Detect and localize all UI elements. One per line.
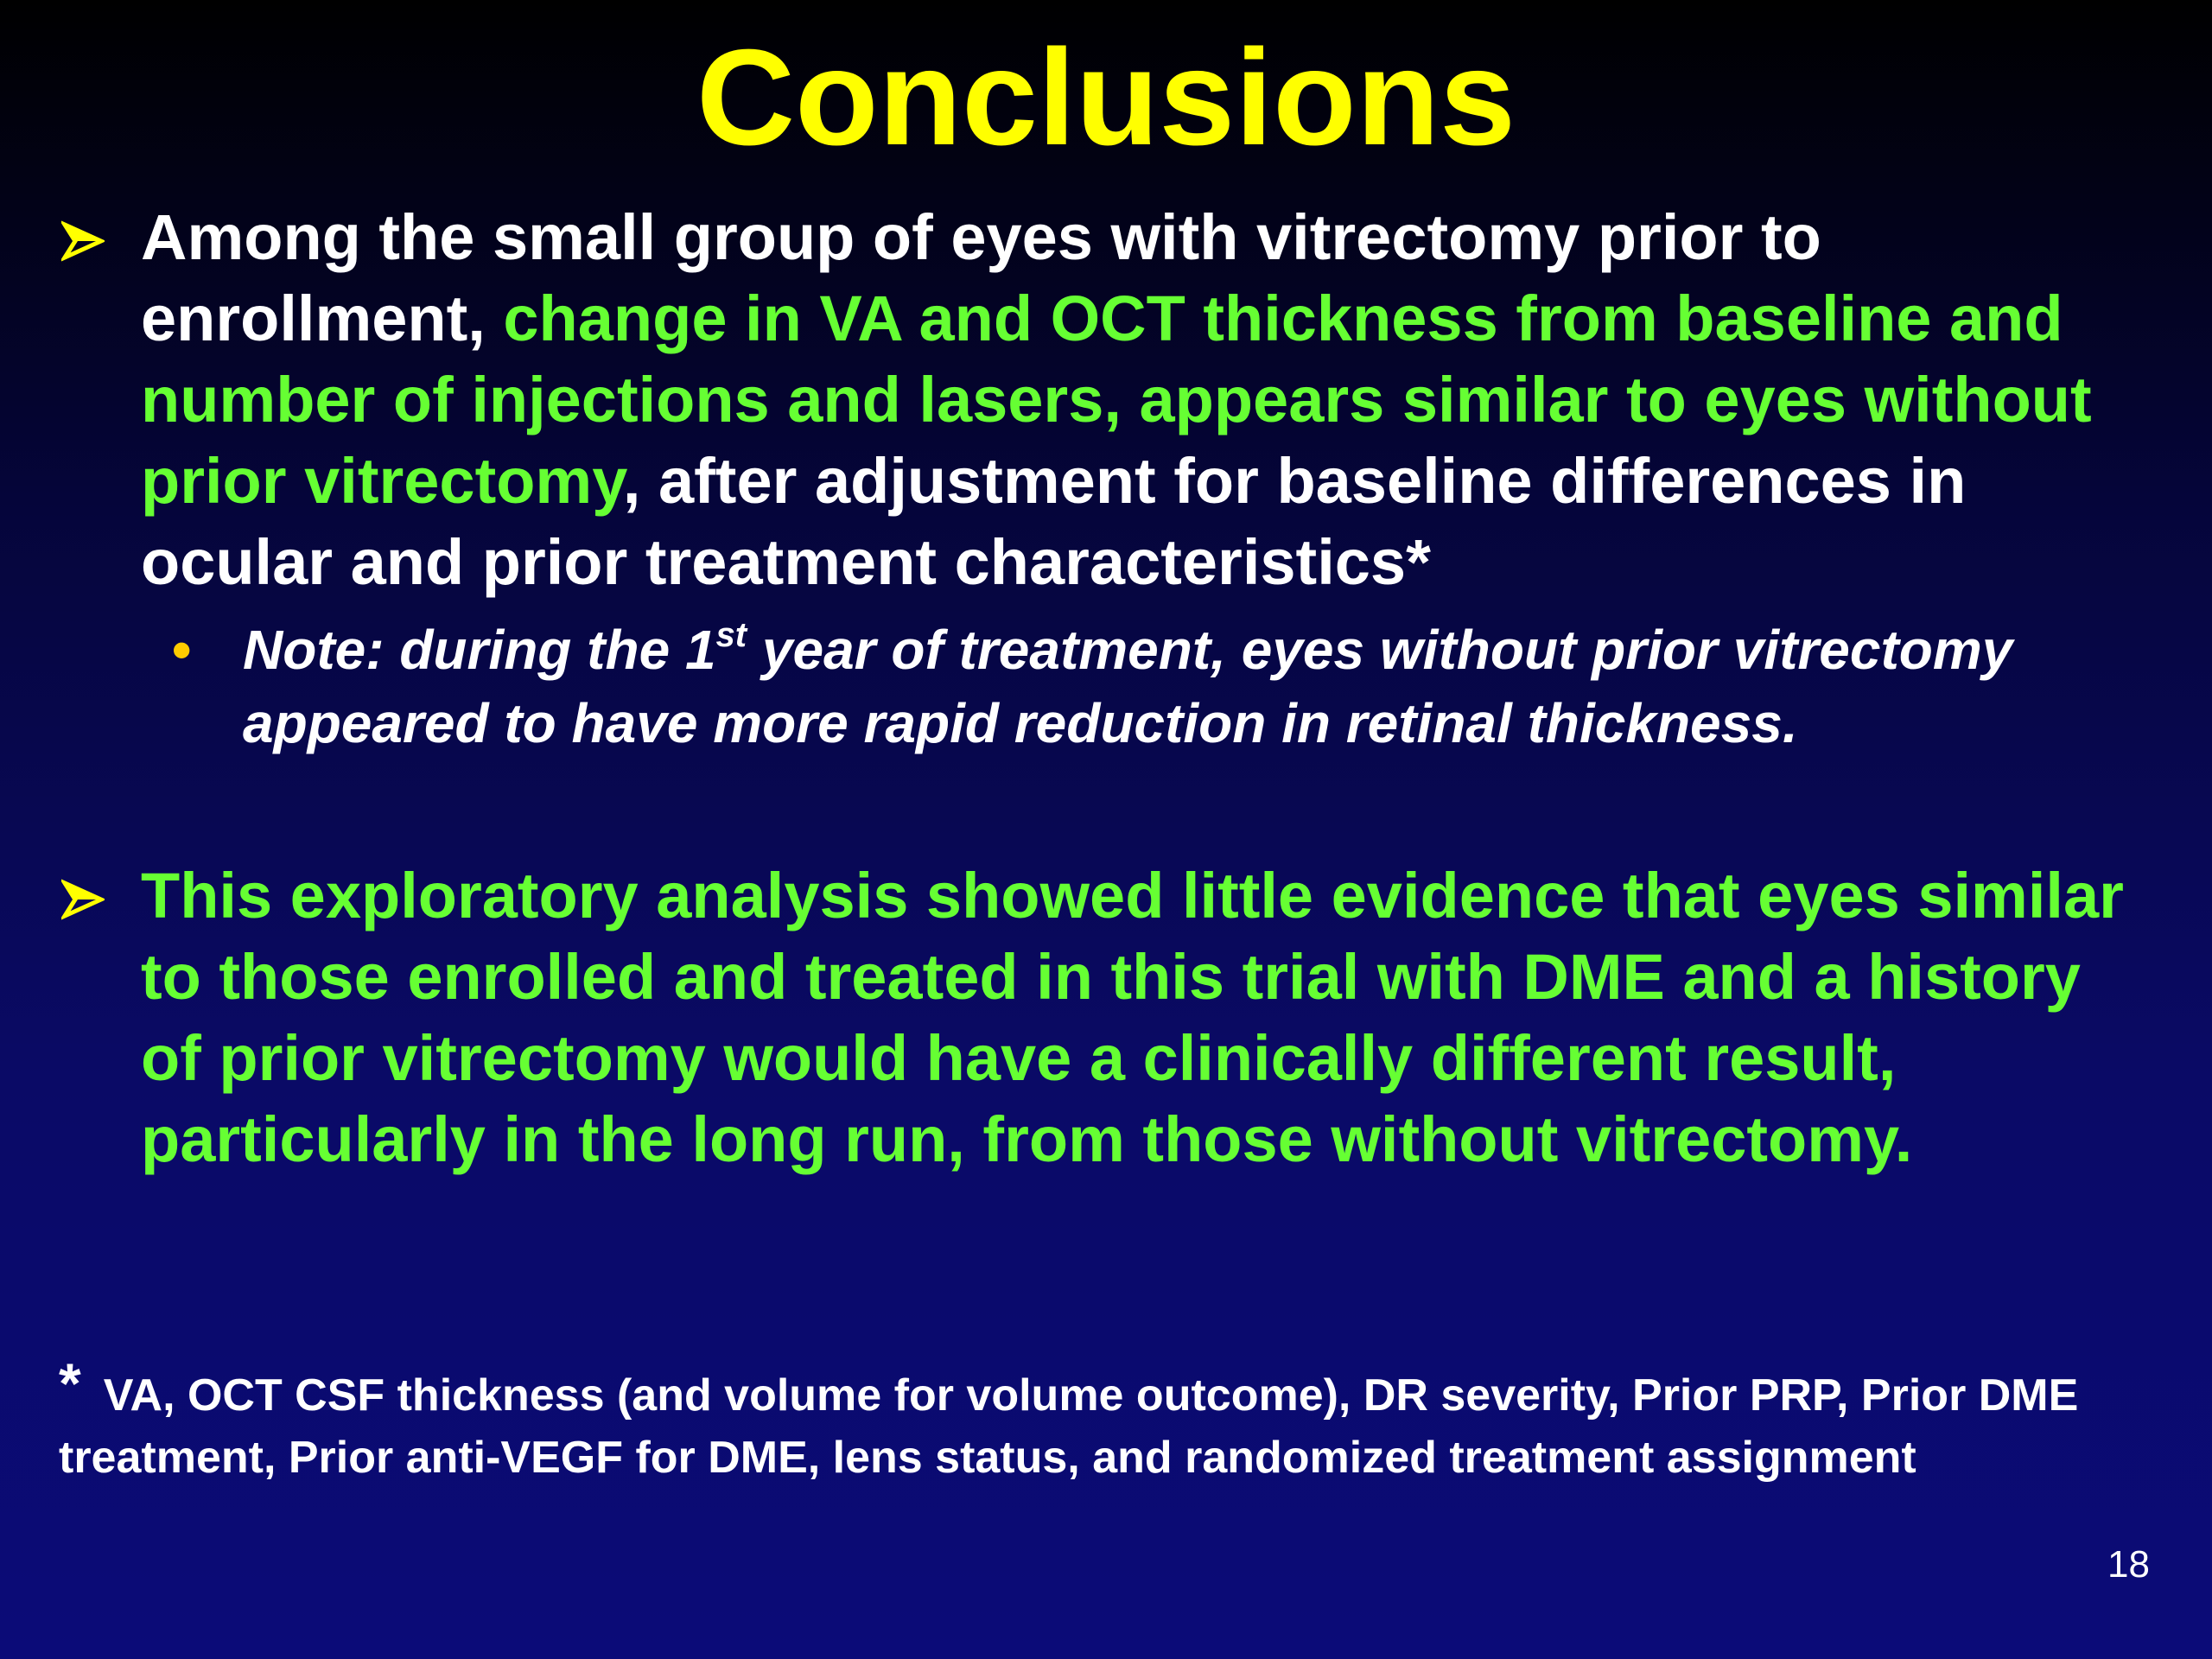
slide-title: Conclusions [696,22,1516,174]
bullet: Among the small group of eyes with vitre… [61,197,2154,760]
page-number: 18 [2107,1543,2150,1586]
bullet: This exploratory analysis showed little … [61,855,2154,1180]
text: Among the small group of eyes with vitre… [141,201,1821,354]
highlight-text: change in VA and OCT thickness from base… [141,283,2092,517]
footnote-marker: * [59,1351,81,1415]
text: , after adjustment for baseline differen… [141,445,1967,598]
footnote: * VA, OCT CSF thickness (and volume for v… [59,1352,2081,1489]
highlight-text: This exploratory analysis showed little … [141,860,2124,1175]
superscript: st [715,616,747,654]
footnote-text: VA, OCT CSF thickness (and volume for vo… [59,1370,2079,1483]
note-text: year of treatment, eyes without prior vi… [243,619,2013,754]
dot-bullet: • [172,619,192,681]
arrow-bullet [61,879,105,920]
note-text: Note: during the 1 [243,619,716,681]
sub-bullet: • Note: during the 1st year of treatment… [172,613,2075,760]
arrow-bullet [61,220,105,262]
